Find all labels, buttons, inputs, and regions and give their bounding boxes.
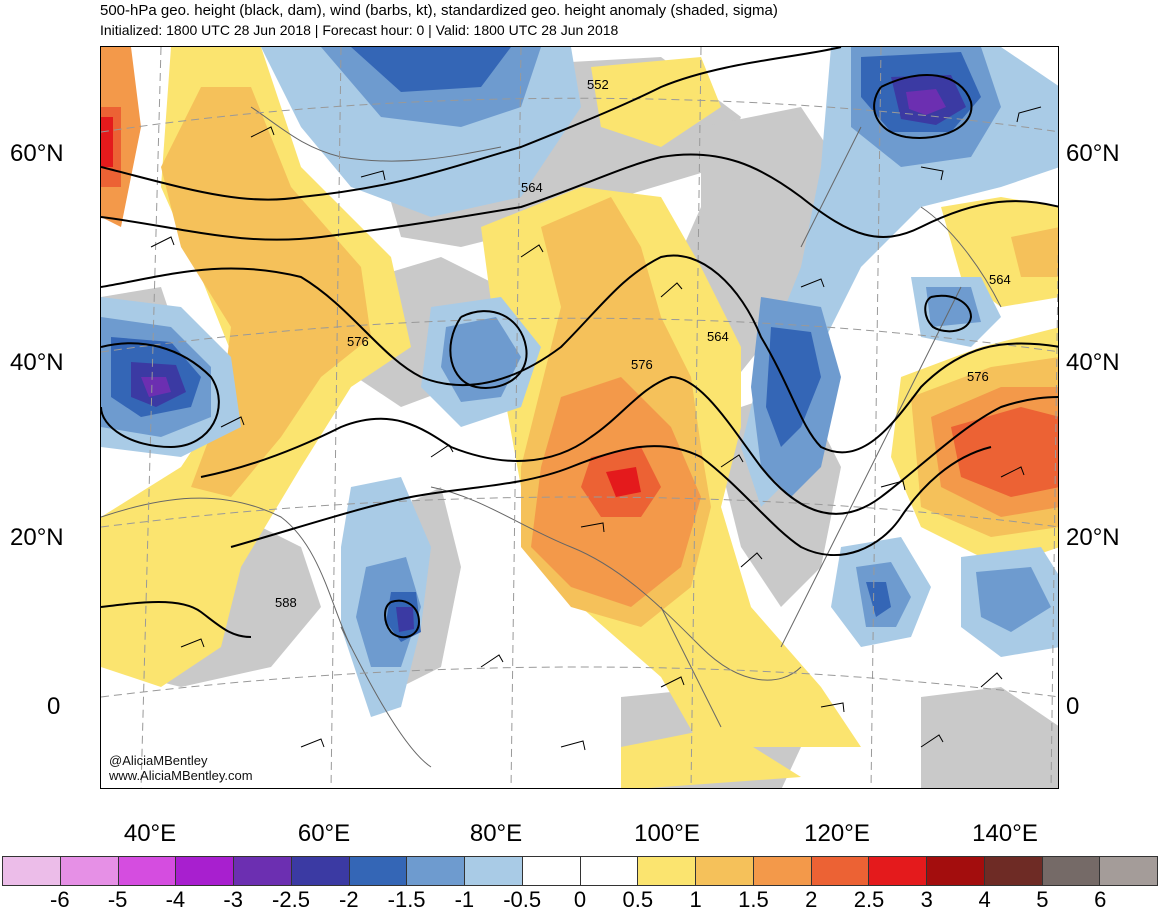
lat-label-0-right: 0 <box>1066 693 1080 720</box>
lon-label-60e: 60°E <box>297 820 351 847</box>
colorbar-tick-label: -2 <box>339 887 359 912</box>
lat-label-20n: 20°N <box>10 524 64 551</box>
colorbar-tick-label: 4 <box>978 887 991 912</box>
colorbar-swatch <box>60 857 119 885</box>
lon-label-140e: 140°E <box>972 820 1038 847</box>
colorbar-swatch <box>522 857 581 885</box>
colorbar-swatch <box>118 857 177 885</box>
map-subtitle: Initialized: 1800 UTC 28 Jun 2018 | Fore… <box>100 22 619 38</box>
contour-label: 564 <box>989 272 1011 287</box>
graticule <box>101 47 1058 788</box>
colorbar-tick-label: 2 <box>805 887 818 912</box>
contour-label: 576 <box>347 334 369 349</box>
colorbar-swatch <box>869 857 927 885</box>
lon-label-120e: 120°E <box>804 820 870 847</box>
contour-label: 576 <box>967 369 989 384</box>
contour-label: 588 <box>275 595 297 610</box>
colorbar-swatch <box>176 857 234 885</box>
lat-label-0: 0 <box>47 693 61 720</box>
colorbar-swatch <box>811 857 870 885</box>
anomaly-red <box>101 117 641 497</box>
lat-label-20n-right: 20°N <box>1066 524 1120 551</box>
contour-label: 564 <box>707 329 729 344</box>
lat-label-40n-right: 40°N <box>1066 349 1120 376</box>
lat-label-60n-right: 60°N <box>1066 140 1120 167</box>
colorbar-tick-label: 0.5 <box>622 887 654 912</box>
colorbar-tick-label: -6 <box>50 887 70 912</box>
credit-handle: @AliciaMBentley <box>109 753 208 768</box>
map-title: 500-hPa geo. height (black, dam), wind (… <box>100 2 778 19</box>
lat-label-40n: 40°N <box>10 349 64 376</box>
lat-label-60n: 60°N <box>10 140 64 167</box>
colorbar-swatch <box>638 857 696 885</box>
colorbar-tick-label: 2.5 <box>853 887 885 912</box>
colorbar-swatch <box>927 857 985 885</box>
height-contours <box>101 47 1058 639</box>
colorbar-tick-label: -1.5 <box>387 887 426 912</box>
wind-barbs <box>150 106 1042 751</box>
contour-label: 552 <box>587 77 609 92</box>
colorbar-swatch <box>580 857 639 885</box>
anomaly-purple <box>141 89 946 397</box>
colorbar-swatch <box>1042 857 1101 885</box>
map-canvas: 552 564 564 564 576 576 576 588 <box>101 47 1058 788</box>
colorbar-tick-label: -2.5 <box>272 887 310 912</box>
colorbar-tick-label: 3 <box>920 887 933 912</box>
colorbar-swatch <box>3 857 61 885</box>
colorbar-swatch <box>465 857 523 885</box>
credit-site: www.AliciaMBentley.com <box>109 768 253 783</box>
colorbar-swatch <box>1100 857 1157 885</box>
contour-label: 576 <box>631 357 653 372</box>
colorbar-tick-label: 0 <box>573 887 587 912</box>
coastlines <box>101 106 1002 768</box>
lon-label-80e: 80°E <box>469 820 523 847</box>
contour-labels: 552 564 564 564 576 576 576 588 <box>275 77 1011 610</box>
colorbar-tick-label: 6 <box>1094 887 1107 912</box>
colorbar-tick-label: -3 <box>223 887 243 912</box>
colorbar-swatch <box>407 857 465 885</box>
colorbar-tick-label: 1 <box>689 887 702 912</box>
map-panel: 552 564 564 564 576 576 576 588 <box>100 46 1059 789</box>
colorbar-tick-label: -0.5 <box>503 887 542 912</box>
colorbar-tick-label: -4 <box>165 887 186 912</box>
lon-label-100e: 100°E <box>634 820 700 847</box>
colorbar-tick-label: 5 <box>1036 887 1049 912</box>
colorbar-swatch <box>291 857 350 885</box>
colorbar-swatch <box>696 857 754 885</box>
colorbar <box>2 856 1158 886</box>
colorbar-tick-label: -1 <box>454 887 475 912</box>
lon-label-40e: 40°E <box>123 820 177 847</box>
colorbar-swatch <box>349 857 408 885</box>
colorbar-tick-label: -5 <box>107 887 128 912</box>
colorbar-swatch <box>984 857 1043 885</box>
contour-label: 564 <box>521 180 543 195</box>
colorbar-swatch <box>753 857 812 885</box>
colorbar-swatch <box>234 857 292 885</box>
colorbar-tick-label: 1.5 <box>738 887 769 912</box>
